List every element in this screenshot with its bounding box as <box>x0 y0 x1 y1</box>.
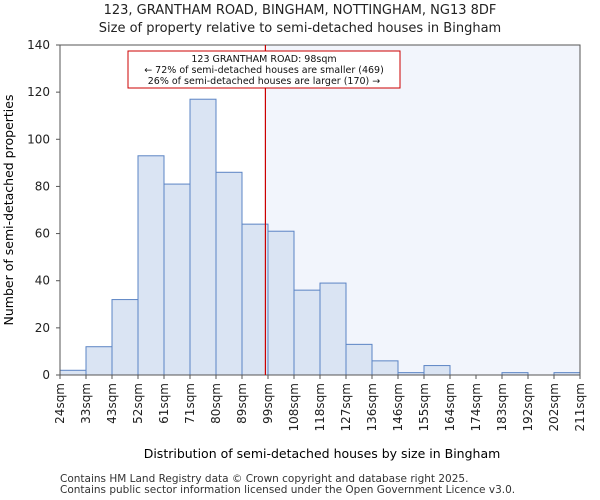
x-tick-label: 33sqm <box>79 383 93 424</box>
annotation-line-2: ← 72% of semi-detached houses are smalle… <box>144 65 384 76</box>
bar-24sqm <box>59 369 87 376</box>
x-tick-label: 146sqm <box>391 383 405 431</box>
bar-108sqm <box>293 289 321 376</box>
bar-71sqm <box>189 98 217 376</box>
x-axis-label: Distribution of semi-detached houses by … <box>144 446 501 461</box>
y-tick-label: 60 <box>35 227 50 241</box>
chart-title: 123, GRANTHAM ROAD, BINGHAM, NOTTINGHAM,… <box>103 3 497 18</box>
x-tick-label: 211sqm <box>573 383 587 431</box>
x-tick-label: 192sqm <box>521 383 535 431</box>
y-tick-label: 20 <box>35 321 50 335</box>
annotation-box: 123 GRANTHAM ROAD: 98sqm ← 72% of semi-d… <box>127 50 401 89</box>
annotation-frame <box>127 50 401 89</box>
bar-43sqm <box>111 299 139 376</box>
y-tick-label: 40 <box>35 274 50 288</box>
bar-136sqm <box>371 360 399 376</box>
x-tick-label: 136sqm <box>365 383 379 431</box>
bar-80sqm <box>215 171 243 376</box>
y-tick-label: 140 <box>27 38 50 52</box>
chart-subtitle: Size of property relative to semi-detach… <box>98 21 502 36</box>
x-tick-label: 164sqm <box>443 383 457 431</box>
y-tick-label: 100 <box>27 132 50 146</box>
x-tick-label: 52sqm <box>131 383 145 424</box>
bar-52sqm <box>137 155 165 376</box>
y-axis-label: Number of semi-detached properties <box>1 95 16 326</box>
axes-group: 0 20 40 60 80 100 120 140 24sqm 33sqm 43sqm 52sqm 61… <box>27 38 587 431</box>
bar-99sqm <box>267 230 295 376</box>
x-tick-label: 174sqm <box>469 383 483 431</box>
x-tick-label: 61sqm <box>157 383 171 424</box>
bar-118sqm <box>319 282 347 376</box>
x-tick-label: 43sqm <box>105 383 119 424</box>
bar-89sqm <box>241 223 269 376</box>
x-tick-label: 155sqm <box>417 383 431 431</box>
bars-group <box>59 98 581 376</box>
bar-33sqm <box>85 346 113 376</box>
x-tick-label: 24sqm <box>53 383 67 424</box>
x-tick-label: 89sqm <box>235 383 249 424</box>
footer-copyright: Contains HM Land Registry data © Crown c… <box>60 473 469 485</box>
x-tick-label: 80sqm <box>209 383 223 424</box>
y-tick-label: 80 <box>35 179 50 193</box>
x-tick-label: 71sqm <box>183 383 197 424</box>
annotation-line-3: 26% of semi-detached houses are larger (… <box>148 76 381 87</box>
y-tick-label: 120 <box>27 85 50 99</box>
footer-licence: Contains public sector information licen… <box>60 484 516 496</box>
x-tick-label: 99sqm <box>261 383 275 424</box>
y-tick-label: 0 <box>42 368 50 382</box>
x-tick-label: 202sqm <box>547 383 561 431</box>
bar-127sqm <box>345 343 373 376</box>
annotation-line-1: 123 GRANTHAM ROAD: 98sqm <box>191 54 336 65</box>
bar-155sqm <box>423 365 451 376</box>
x-tick-label: 127sqm <box>339 383 353 431</box>
bar-61sqm <box>163 183 191 376</box>
x-tick-label: 108sqm <box>287 383 301 431</box>
x-tick-label: 183sqm <box>495 383 509 431</box>
x-tick-label: 118sqm <box>313 383 327 431</box>
